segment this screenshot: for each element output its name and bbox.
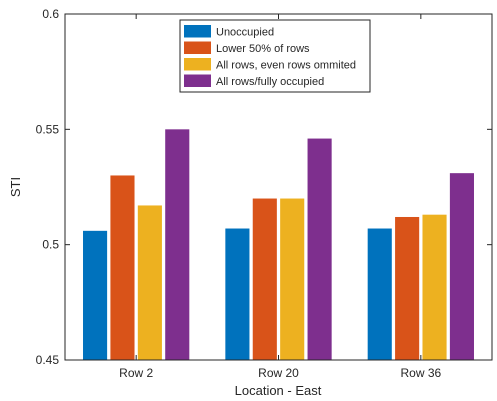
legend-swatch bbox=[184, 58, 211, 71]
legend-swatch bbox=[184, 74, 211, 87]
legend-box bbox=[179, 19, 371, 93]
x-tick-label: Row 36 bbox=[400, 366, 441, 380]
bars-group bbox=[83, 129, 474, 360]
bar bbox=[307, 138, 332, 360]
bar bbox=[137, 205, 162, 360]
legend: Unoccupied Lower 50% of rows All rows, eve… bbox=[179, 19, 371, 93]
bar bbox=[422, 214, 447, 360]
bar bbox=[367, 228, 392, 360]
x-tick-label: Row 2 bbox=[119, 366, 153, 380]
legend-entry: Lower 50% of rows bbox=[216, 43, 310, 55]
y-axis: 0.45 0.5 0.55 0.6 bbox=[36, 7, 492, 367]
y-tick-label: 0.6 bbox=[42, 7, 59, 21]
bar bbox=[252, 198, 277, 360]
bar bbox=[83, 230, 108, 360]
bar bbox=[280, 198, 305, 360]
y-tick-label: 0.45 bbox=[36, 353, 60, 367]
bar bbox=[395, 216, 420, 360]
y-tick-label: 0.5 bbox=[42, 238, 59, 252]
bar bbox=[165, 129, 190, 360]
x-axis: Row 2 Row 20 Row 36 bbox=[119, 14, 442, 380]
bar bbox=[225, 228, 250, 360]
y-tick-label: 0.55 bbox=[36, 122, 60, 136]
legend-swatch bbox=[184, 25, 211, 38]
x-tick-label: Row 20 bbox=[258, 366, 299, 380]
bar bbox=[449, 173, 474, 360]
x-axis-label: Location - East bbox=[235, 383, 322, 398]
legend-entry: All rows, even rows ommited bbox=[216, 60, 356, 72]
legend-entry: All rows/fully occupied bbox=[216, 76, 324, 88]
legend-swatch bbox=[184, 41, 211, 54]
y-axis-label: STI bbox=[8, 177, 23, 197]
bar bbox=[110, 175, 135, 360]
legend-entry: Unoccupied bbox=[216, 27, 274, 39]
